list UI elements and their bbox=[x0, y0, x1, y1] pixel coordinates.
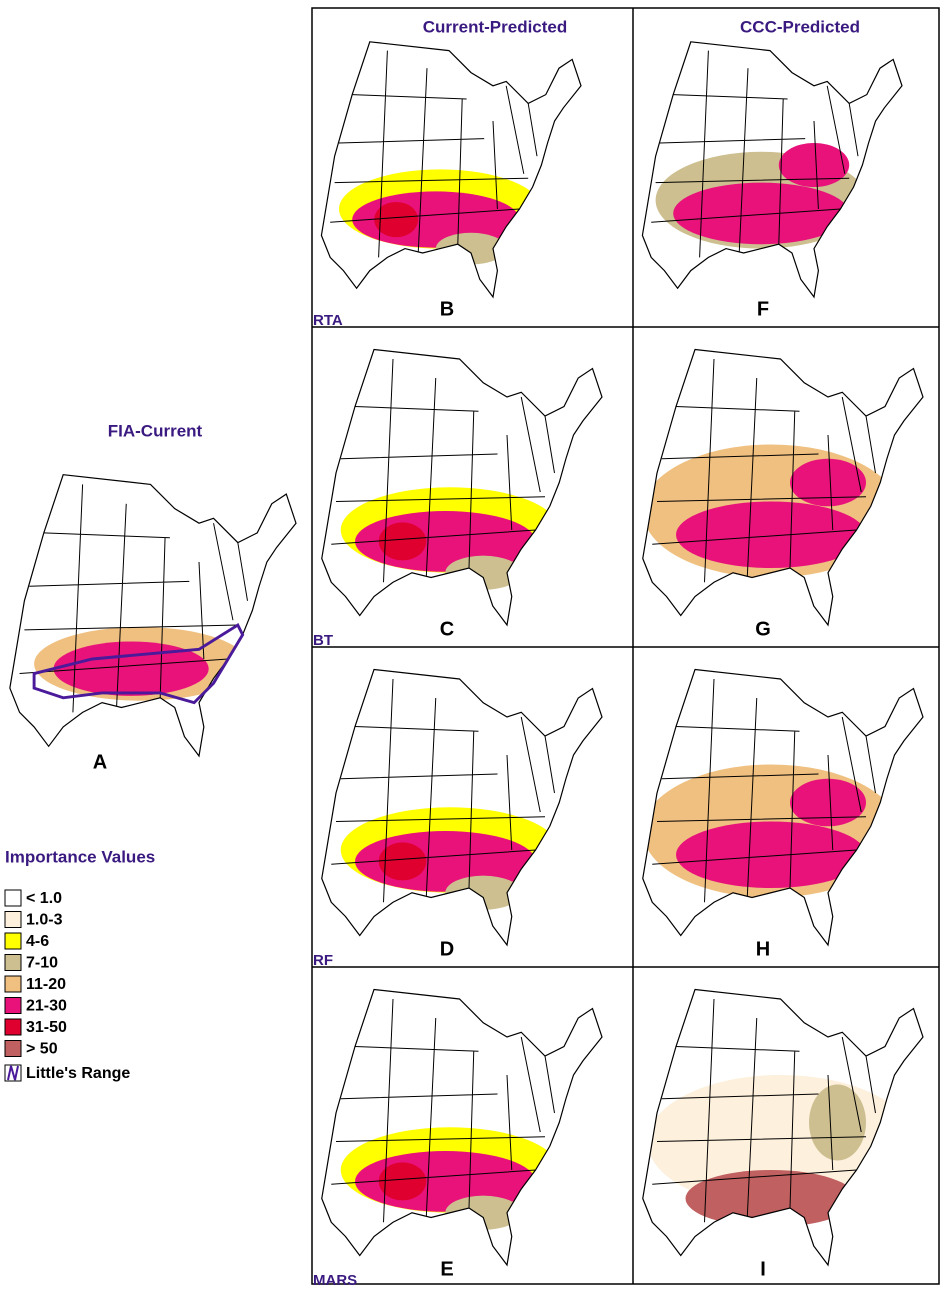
legend-label: 11-20 bbox=[26, 976, 66, 993]
legend-swatch bbox=[5, 933, 21, 949]
legend-label: 31-50 bbox=[26, 1019, 67, 1036]
map bbox=[321, 42, 581, 297]
map-land bbox=[321, 42, 581, 297]
model-label: BT bbox=[313, 632, 333, 649]
panel-letter: A bbox=[93, 751, 107, 773]
map bbox=[322, 990, 602, 1266]
map-land bbox=[322, 990, 602, 1266]
legend-swatch bbox=[5, 1019, 21, 1035]
legend-swatch bbox=[5, 955, 21, 971]
legend-swatch bbox=[5, 976, 21, 992]
legend-label: 21-30 bbox=[26, 998, 67, 1015]
map bbox=[642, 42, 902, 297]
panel-letter: B bbox=[440, 298, 454, 320]
importance-area bbox=[790, 779, 866, 827]
panel-letter: G bbox=[755, 618, 771, 640]
legend-swatch bbox=[5, 890, 21, 906]
map bbox=[10, 475, 296, 756]
panel-letter: F bbox=[757, 298, 769, 320]
importance-area bbox=[779, 143, 849, 187]
panel-letter: H bbox=[756, 938, 770, 960]
importance-area bbox=[686, 1170, 857, 1227]
legend-label: 1.0-3 bbox=[26, 912, 63, 929]
importance-area bbox=[790, 459, 866, 507]
legend-label: Little's Range bbox=[26, 1065, 130, 1082]
legend-label: 4-6 bbox=[26, 933, 49, 950]
panel-title: FIA-Current bbox=[108, 421, 203, 440]
figure: Current-Predicted CCC-Predicted FIA-Curr… bbox=[0, 0, 940, 1285]
map bbox=[643, 670, 923, 946]
legend-label: > 50 bbox=[26, 1041, 58, 1058]
importance-area bbox=[809, 1085, 866, 1161]
map bbox=[322, 670, 602, 946]
panel-letter: D bbox=[440, 938, 454, 960]
map-land bbox=[322, 350, 602, 626]
model-label: RF bbox=[313, 952, 333, 969]
map-land bbox=[322, 670, 602, 946]
map bbox=[322, 350, 602, 626]
legend-title: Importance Values bbox=[5, 847, 155, 866]
map bbox=[643, 350, 923, 626]
panel-letter: C bbox=[440, 618, 454, 640]
column-title: Current-Predicted bbox=[423, 17, 568, 36]
model-label: RTA bbox=[313, 312, 343, 329]
column-title: CCC-Predicted bbox=[740, 17, 860, 36]
map bbox=[643, 990, 923, 1266]
panel-letter: E bbox=[440, 1258, 453, 1280]
legend-label: < 1.0 bbox=[26, 890, 62, 907]
legend-label: 7-10 bbox=[26, 955, 58, 972]
panel-letter: I bbox=[760, 1258, 766, 1280]
model-label: MARS bbox=[313, 1272, 357, 1285]
map-land bbox=[10, 475, 296, 756]
legend-swatch bbox=[5, 998, 21, 1014]
legend-swatch bbox=[5, 1041, 21, 1057]
legend-swatch bbox=[5, 912, 21, 928]
